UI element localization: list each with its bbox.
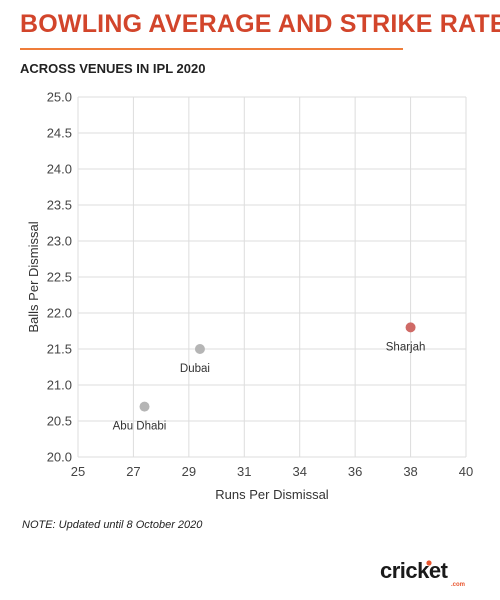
data-point-label: Dubai xyxy=(180,363,210,375)
title-underline xyxy=(20,48,403,50)
data-point xyxy=(405,322,416,333)
footnote: NOTE: Updated until 8 October 2020 xyxy=(22,519,203,531)
grid xyxy=(77,96,467,458)
y-tick-label: 22.5 xyxy=(47,270,72,285)
logo-dot-icon xyxy=(426,560,432,566)
x-tick-label: 40 xyxy=(459,464,473,479)
y-tick-label: 24.5 xyxy=(47,126,72,141)
y-tick-label: 25.0 xyxy=(47,90,72,105)
y-tick-label: 20.0 xyxy=(47,450,72,465)
y-axis-title: Balls Per Dismissal xyxy=(26,221,41,332)
x-tick-label: 27 xyxy=(126,464,140,479)
data-point-label: Sharjah xyxy=(386,341,426,353)
chart-title: BOWLING AVERAGE AND STRIKE RATE xyxy=(20,10,500,38)
chart-subtitle: ACROSS VENUES IN IPL 2020 xyxy=(20,61,206,76)
y-tick-label: 23.0 xyxy=(47,234,72,249)
x-tick-label: 36 xyxy=(348,464,362,479)
y-tick-label: 22.0 xyxy=(47,306,72,321)
x-axis-title: Runs Per Dismissal xyxy=(215,487,329,502)
y-tick-label: 23.5 xyxy=(47,198,72,213)
y-tick-label: 21.5 xyxy=(47,342,72,357)
tick-labels: 25 27 29 31 34 36 38 40 20.0 20.5 21.0 21.5 22.0 22.5… xyxy=(47,90,474,480)
y-tick-label: 24.0 xyxy=(47,162,72,177)
y-tick-label: 21.0 xyxy=(47,378,72,393)
data-point xyxy=(139,401,150,412)
cricket-com-logo: cricket .com xyxy=(380,558,465,588)
logo-suffix: .com xyxy=(451,582,465,588)
logo-wordmark: cricket xyxy=(380,558,449,583)
data-point xyxy=(194,344,205,354)
data-point-label: Abu Dhabi xyxy=(113,421,167,433)
x-tick-label: 25 xyxy=(71,464,85,479)
scatter-chart: 25 27 29 31 34 36 38 40 20.0 20.5 21.0 21.5 22.0 22.5… xyxy=(26,90,474,503)
x-tick-label: 31 xyxy=(237,464,251,479)
x-tick-label: 34 xyxy=(292,464,306,479)
x-tick-label: 38 xyxy=(403,464,417,479)
x-tick-label: 29 xyxy=(182,464,196,479)
y-tick-label: 20.5 xyxy=(47,414,72,429)
data-points: Abu Dhabi Dubai Sharjah xyxy=(113,322,426,433)
